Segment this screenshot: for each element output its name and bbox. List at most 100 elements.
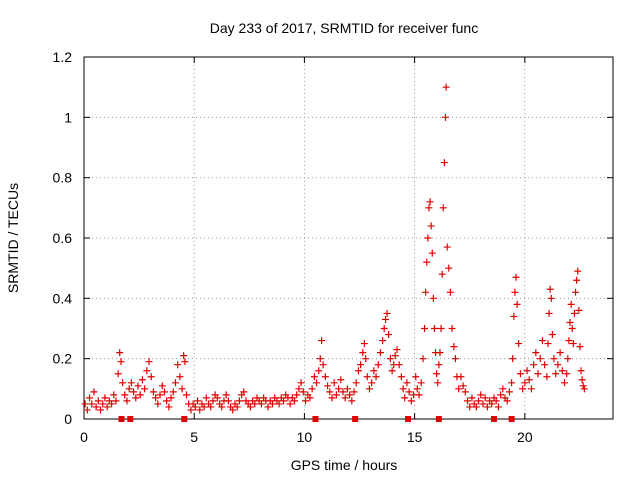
scatter-points bbox=[81, 83, 588, 422]
data-point bbox=[439, 204, 447, 212]
data-point bbox=[264, 403, 272, 411]
data-point bbox=[363, 373, 371, 381]
data-point bbox=[354, 367, 362, 375]
data-point bbox=[494, 403, 502, 411]
data-point bbox=[566, 318, 574, 326]
data-point bbox=[554, 361, 562, 369]
data-point bbox=[525, 376, 533, 384]
data-point bbox=[316, 355, 324, 363]
data-point bbox=[440, 159, 448, 167]
data-point bbox=[505, 388, 513, 396]
data-point bbox=[468, 394, 476, 402]
data-point bbox=[576, 343, 584, 351]
data-point bbox=[346, 391, 354, 399]
data-point bbox=[417, 379, 425, 387]
data-point bbox=[321, 373, 329, 381]
data-point bbox=[121, 391, 129, 399]
data-point bbox=[97, 406, 105, 414]
data-point bbox=[472, 403, 480, 411]
data-point bbox=[147, 373, 155, 381]
data-point bbox=[335, 385, 343, 393]
y-tick-label: 0.8 bbox=[53, 170, 73, 186]
data-point bbox=[191, 403, 199, 411]
data-point bbox=[393, 346, 401, 354]
data-point bbox=[119, 379, 127, 387]
data-point bbox=[379, 337, 387, 345]
data-point bbox=[391, 352, 399, 360]
data-point bbox=[143, 367, 151, 375]
data-point bbox=[397, 373, 405, 381]
data-point bbox=[171, 379, 179, 387]
data-point bbox=[218, 403, 226, 411]
data-point bbox=[433, 370, 441, 378]
data-point bbox=[575, 306, 583, 314]
x-tick-label: 5 bbox=[190, 429, 198, 445]
data-point bbox=[457, 373, 465, 381]
data-point bbox=[527, 385, 535, 393]
data-point bbox=[521, 379, 529, 387]
data-point bbox=[401, 394, 409, 402]
gap-marker bbox=[435, 416, 442, 422]
data-point bbox=[568, 325, 576, 332]
data-point bbox=[565, 337, 573, 345]
data-point bbox=[374, 361, 382, 369]
data-point bbox=[512, 273, 520, 281]
data-point bbox=[132, 394, 140, 402]
data-point bbox=[145, 358, 153, 366]
data-point bbox=[200, 403, 208, 411]
data-point bbox=[483, 403, 491, 411]
data-point bbox=[385, 331, 393, 339]
data-point bbox=[492, 397, 500, 405]
data-point bbox=[187, 406, 195, 414]
data-point bbox=[380, 325, 388, 332]
data-point bbox=[163, 397, 171, 405]
data-point bbox=[110, 391, 118, 399]
data-point bbox=[138, 376, 146, 384]
data-point bbox=[388, 367, 396, 375]
data-point bbox=[257, 400, 265, 408]
data-point bbox=[302, 397, 310, 405]
data-point bbox=[530, 361, 538, 369]
gap-marker bbox=[312, 416, 319, 422]
data-point bbox=[382, 315, 390, 323]
data-point bbox=[403, 379, 411, 387]
data-point bbox=[222, 391, 230, 399]
data-point bbox=[523, 367, 531, 375]
data-point bbox=[112, 397, 120, 405]
data-point bbox=[339, 388, 347, 396]
data-point bbox=[407, 397, 415, 405]
data-point bbox=[538, 337, 546, 345]
data-point bbox=[434, 379, 442, 387]
data-point bbox=[499, 385, 507, 393]
data-point bbox=[564, 355, 572, 363]
data-point bbox=[577, 367, 585, 375]
data-point bbox=[548, 331, 556, 339]
data-point bbox=[405, 388, 413, 396]
data-point bbox=[156, 391, 164, 399]
data-point bbox=[306, 394, 314, 402]
data-point bbox=[103, 403, 111, 411]
data-point bbox=[572, 288, 580, 296]
x-axis-label: GPS time / hours bbox=[291, 457, 398, 473]
data-point bbox=[412, 373, 420, 381]
data-point bbox=[503, 397, 511, 405]
data-point bbox=[569, 340, 577, 348]
data-point bbox=[428, 249, 436, 257]
data-point bbox=[290, 397, 298, 405]
data-point bbox=[448, 325, 456, 332]
data-point bbox=[209, 397, 217, 405]
data-point bbox=[567, 300, 575, 308]
data-point bbox=[510, 312, 518, 320]
data-point bbox=[348, 397, 356, 405]
data-point bbox=[552, 370, 560, 378]
data-point bbox=[341, 394, 349, 402]
data-point bbox=[550, 355, 558, 363]
data-point bbox=[154, 400, 162, 408]
data-point bbox=[207, 403, 215, 411]
axis-ticks bbox=[83, 56, 613, 420]
data-point bbox=[90, 388, 98, 396]
data-point bbox=[580, 385, 588, 393]
data-point bbox=[516, 370, 524, 378]
data-point bbox=[519, 385, 527, 393]
